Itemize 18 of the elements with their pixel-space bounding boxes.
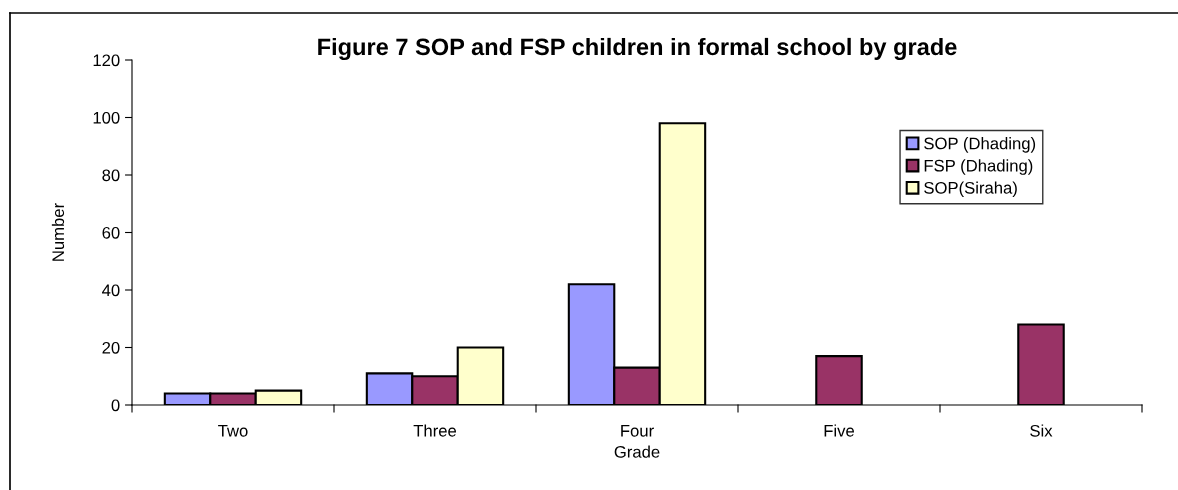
x-tick-label: Four bbox=[621, 425, 654, 437]
y-tick-label: 80 bbox=[102, 169, 120, 182]
legend-label: FSP (Dhading) bbox=[924, 159, 1033, 175]
y-tick-label: 20 bbox=[102, 341, 120, 354]
x-tick-label: Three bbox=[413, 424, 457, 437]
y-tick-label: 120 bbox=[93, 54, 120, 67]
x-axis-title: Grade bbox=[614, 445, 660, 458]
legend-label: SOP(Siraha) bbox=[924, 181, 1017, 198]
y-tick-label: 100 bbox=[93, 111, 120, 124]
y-tick-label: 40 bbox=[102, 284, 120, 297]
x-tick-label: Five bbox=[824, 424, 854, 437]
x-tick-label: Two bbox=[218, 425, 248, 437]
y-tick-label: 60 bbox=[102, 226, 120, 239]
legend-label: SOP (Dhading) bbox=[924, 137, 1036, 153]
y-tick-label: 0 bbox=[111, 399, 120, 412]
y-axis-title: Number bbox=[51, 203, 65, 261]
chart-title: Figure 7 SOP and FSP children in formal school by grade bbox=[318, 37, 957, 60]
x-tick-label: Six bbox=[1030, 424, 1053, 437]
